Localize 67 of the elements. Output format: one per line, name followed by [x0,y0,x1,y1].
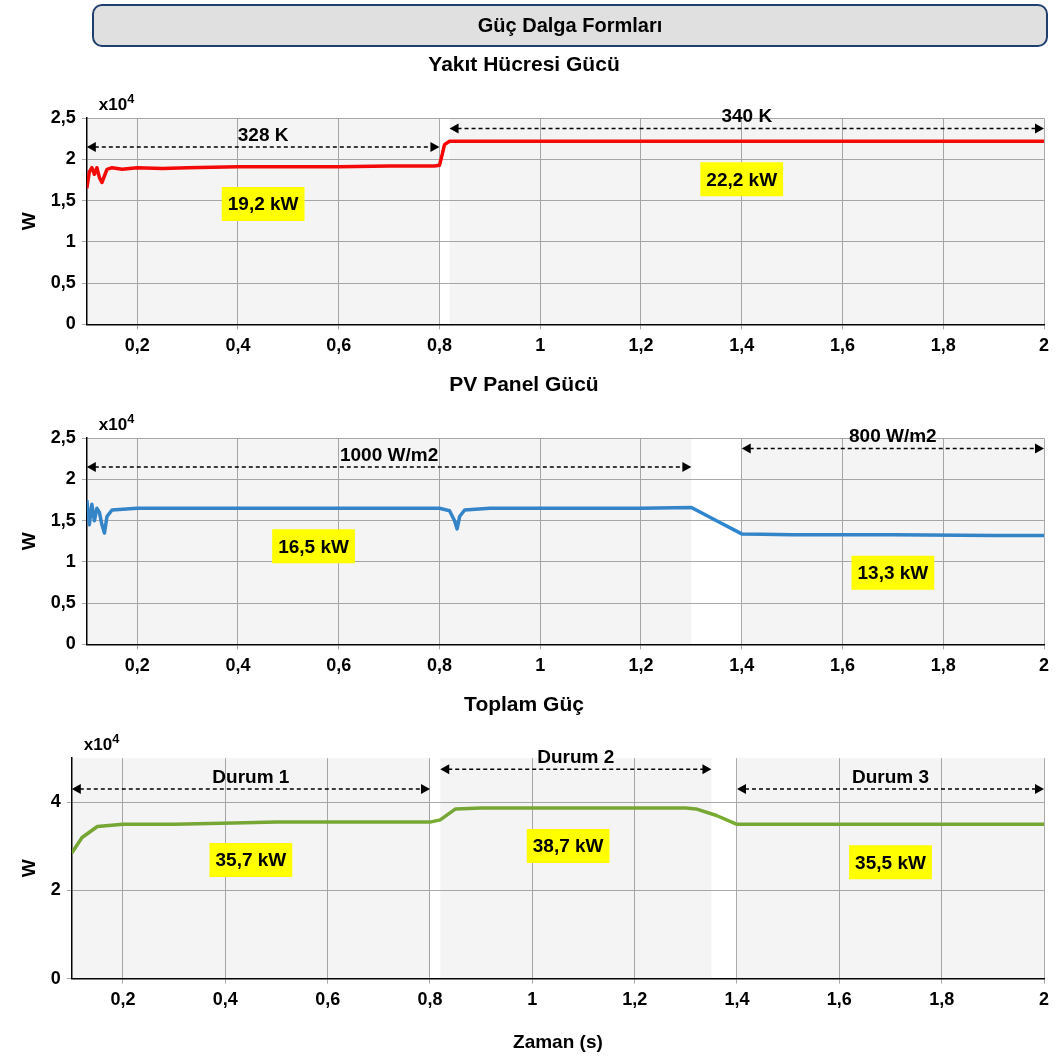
text: Güç Dalga Formları [92,4,1048,47]
y-tick-label: 1,5 [50,189,76,210]
y-tick-label: 0,5 [50,272,76,293]
y-tick-label: 2 [65,468,76,489]
x-tick-label: 1,8 [930,335,956,356]
x-tick-label: 2 [1038,335,1050,356]
x-tick-label: 1,6 [826,989,852,1010]
x-tick-label: 1,6 [829,655,855,676]
x-tick-label: 0,8 [417,989,443,1010]
x-tick-label: 2 [1038,655,1050,676]
y-tick-label: 0 [65,313,76,334]
x-tick-label: 1,4 [729,335,755,356]
annotation: 22,2 kW [706,168,778,190]
band-label: 328 K [237,123,289,145]
x-tick-label: 1,2 [628,335,654,356]
x-tick-label: 1,4 [724,989,750,1010]
band-label: Durum 1 [212,765,290,787]
y-axis-title: W [17,212,39,231]
band-label: Durum 2 [537,745,615,767]
y-tick-label: 1,5 [50,509,76,530]
x-tick-label: 0,2 [124,335,150,356]
x-tick-label: 2 [1038,989,1050,1010]
x-tick-label: 1,8 [929,989,955,1010]
band-label: Durum 3 [851,765,930,787]
y-axis-title: W [17,859,39,878]
x-tick-label: 1 [535,335,546,356]
x-tick-label: 1,8 [930,655,956,676]
y-tick-label: 0,5 [50,592,76,613]
annotation: 16,5 kW [278,535,349,557]
x-tick-label: 0,6 [315,989,341,1010]
band-label: 340 K [721,105,773,127]
y-tick-label: 4 [50,791,61,812]
x-tick-label: 1,6 [829,335,855,356]
y-tick-label: 1 [65,230,76,251]
y-tick-label: 0 [65,633,76,654]
x-tick-label: 1 [527,989,538,1010]
annotation: 38,7 kW [532,835,604,857]
y-tick-label: 2,5 [50,107,76,128]
x-tick-label: 0,8 [426,655,452,676]
x-tick-label: 1,4 [729,655,755,676]
x-tick-label: 0,6 [326,655,352,676]
chart-title: Yakıt Hücresi Gücü [428,52,620,76]
x-tick-label: 1,2 [628,655,654,676]
x-tick-label: 0,4 [212,989,238,1010]
y-tick-label: 2 [65,148,76,169]
x-tick-label: 0,2 [110,989,136,1010]
x-tick-label: 1 [535,655,546,676]
annotation: 13,3 kW [857,561,929,583]
x-tick-label: 0,6 [326,335,352,356]
x-tick-label: 0,4 [225,655,251,676]
y-tick-label: 2 [50,879,61,900]
band-label: 800 W/m2 [849,425,937,447]
chart-title: PV Panel Gücü [449,372,599,396]
annotation: 19,2 kW [227,193,299,215]
y-tick-label: 0 [50,967,61,988]
annotation: 35,5 kW [855,851,926,873]
x-tick-label: 0,2 [124,655,150,676]
x-tick-label: 0,8 [426,335,452,356]
x-tick-label: 1,2 [622,989,648,1010]
x-tick-label: 0,4 [225,335,251,356]
annotation: 35,7 kW [215,849,287,871]
y-tick-label: 1 [65,550,76,571]
y-axis-title: W [17,532,39,551]
chart-title: Toplam Güç [464,692,585,716]
band-label: 1000 W/m2 [339,443,439,465]
x-axis-title: Zaman (s) [513,1030,603,1052]
y-tick-label: 2,5 [50,427,76,448]
